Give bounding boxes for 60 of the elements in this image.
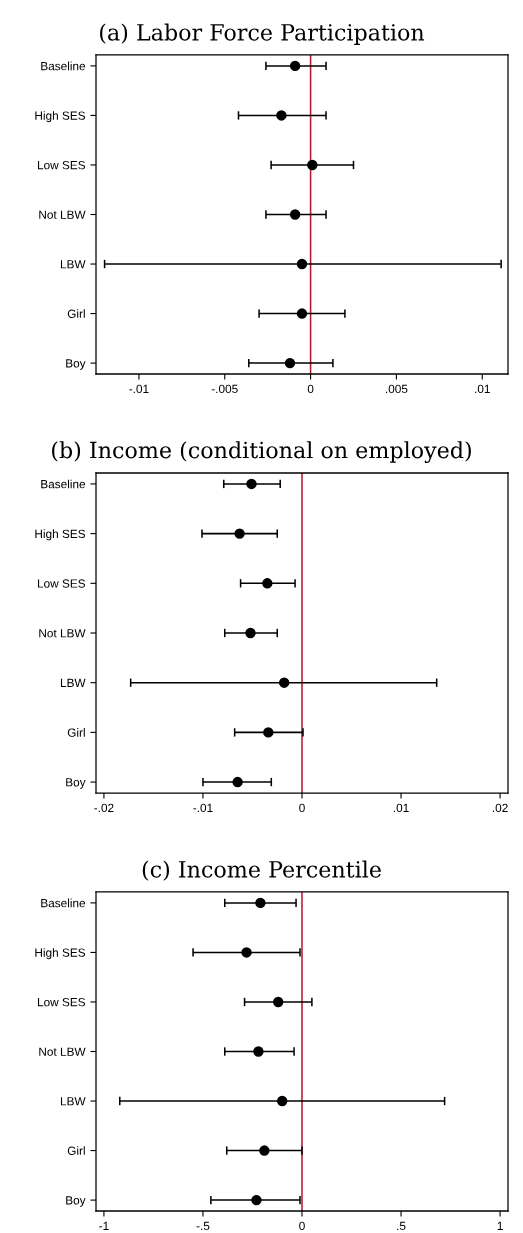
y-tick-label: LBW xyxy=(60,678,86,687)
x-tick-label: -.01 xyxy=(129,384,149,394)
point xyxy=(255,897,266,909)
x-tick-label: -.005 xyxy=(211,384,238,394)
x-tick-label: .5 xyxy=(397,1221,406,1231)
y-tick-label: Not LBW xyxy=(39,1047,86,1056)
x-tick-label: -.5 xyxy=(196,1221,210,1231)
y-tick-label: Baseline xyxy=(41,898,86,908)
y-tick-label: Not LBW xyxy=(39,629,86,638)
x-tick-label: .02 xyxy=(492,803,508,813)
point xyxy=(262,578,273,589)
y-tick-label: Girl xyxy=(67,1146,85,1155)
y-tick-label: Boy xyxy=(66,359,86,370)
point xyxy=(245,627,256,639)
point xyxy=(273,996,284,1008)
chart-title: (a) Labor Force Participation xyxy=(100,23,425,45)
y-tick-label: Low SES xyxy=(37,579,86,588)
y-tick-label: High SES xyxy=(35,529,86,541)
x-tick-label: 0 xyxy=(299,1221,305,1231)
y-tick-label: Low SES xyxy=(37,161,86,170)
y-tick-label: LBW xyxy=(60,260,86,269)
chart-title: (b) Income (conditional on employed) xyxy=(52,441,471,463)
x-tick-label: 0 xyxy=(299,803,305,813)
point xyxy=(284,357,296,369)
y-tick-label: Baseline xyxy=(41,479,86,489)
point xyxy=(296,258,308,270)
y-tick-label: Girl xyxy=(67,309,85,318)
point xyxy=(307,159,318,171)
point xyxy=(289,209,301,220)
point xyxy=(296,308,308,319)
point xyxy=(246,478,257,490)
y-tick-label: High SES xyxy=(35,111,86,123)
x-tick-label: -.01 xyxy=(193,803,213,813)
y-tick-label: Boy xyxy=(66,778,86,789)
y-tick-label: LBW xyxy=(60,1097,86,1106)
y-tick-label: High SES xyxy=(35,948,86,960)
x-tick-label: .005 xyxy=(386,384,408,394)
x-tick-label: 1 xyxy=(497,1221,503,1230)
y-tick-label: Low SES xyxy=(37,998,86,1007)
chart-title: (c) Income Percentile xyxy=(142,860,381,881)
point xyxy=(234,528,245,539)
x-tick-label: -.02 xyxy=(94,803,114,813)
x-tick-label: 0 xyxy=(307,384,314,394)
y-tick-label: Not LBW xyxy=(39,210,86,219)
point xyxy=(259,1145,270,1156)
y-tick-label: Baseline xyxy=(41,61,86,71)
y-tick-label: Girl xyxy=(67,728,85,737)
point xyxy=(241,947,252,958)
point xyxy=(253,1046,264,1057)
point xyxy=(251,1194,262,1206)
x-tick-label: .01 xyxy=(393,803,409,813)
point xyxy=(276,1095,288,1107)
point xyxy=(232,776,243,788)
point xyxy=(263,727,274,738)
point xyxy=(276,110,287,121)
point xyxy=(278,677,290,688)
x-tick-label: -1 xyxy=(99,1221,109,1230)
point xyxy=(289,60,301,72)
x-tick-label: .01 xyxy=(475,384,490,394)
y-tick-label: Boy xyxy=(66,1196,86,1207)
